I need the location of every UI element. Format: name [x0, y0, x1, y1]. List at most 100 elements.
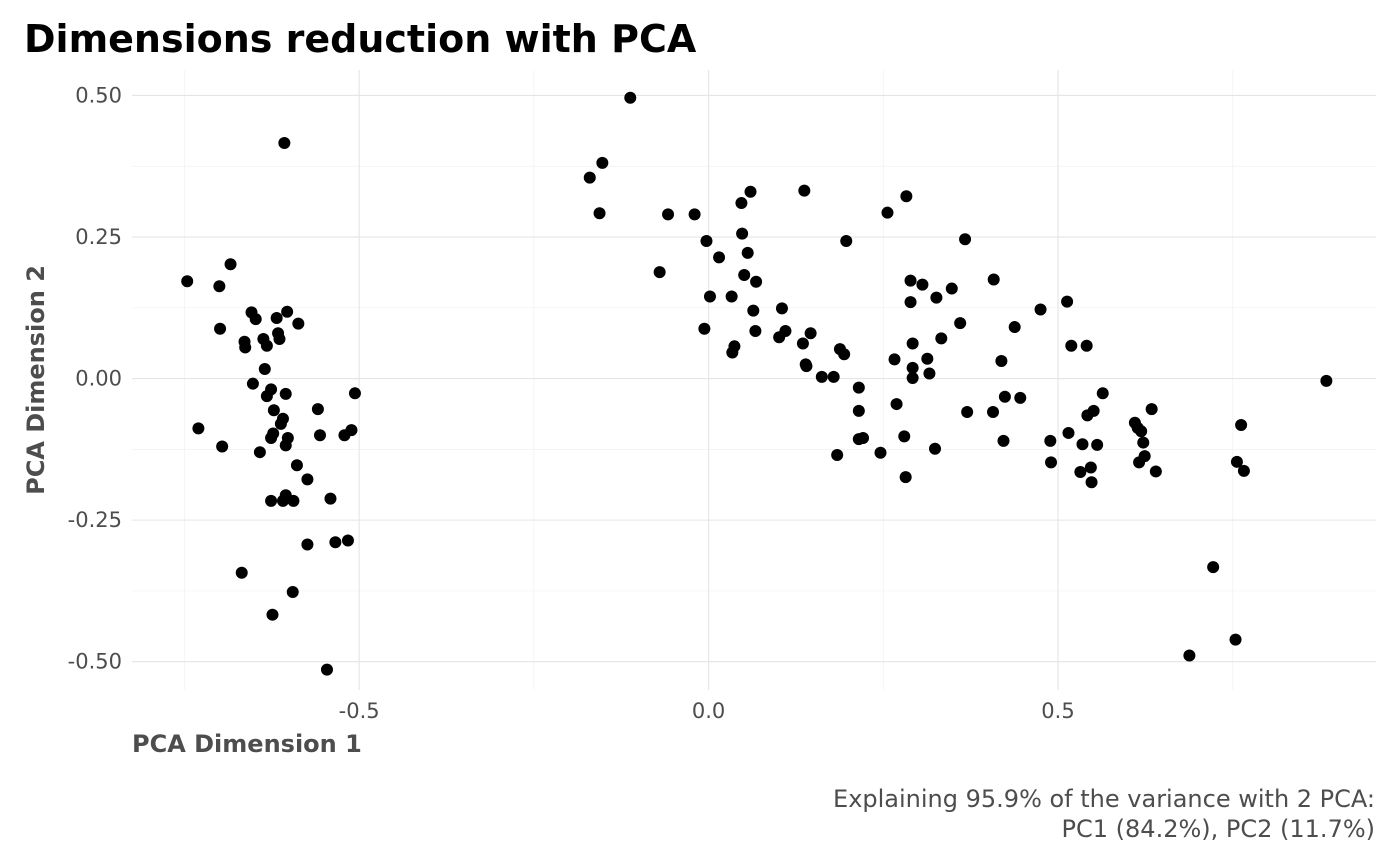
data-point: [1085, 476, 1098, 489]
data-point: [1061, 295, 1074, 308]
data-point: [840, 234, 853, 247]
data-point: [838, 348, 851, 361]
x-tick-label: 0.5: [1041, 699, 1074, 723]
data-point: [725, 290, 738, 303]
data-point: [1183, 649, 1196, 662]
data-point: [345, 424, 358, 437]
data-point: [906, 337, 919, 350]
caption-line-2: PC1 (84.2%), PC2 (11.7%): [1062, 815, 1375, 843]
data-point: [1091, 438, 1104, 451]
data-point: [1062, 426, 1075, 439]
data-point: [216, 440, 229, 453]
data-point: [224, 258, 237, 271]
data-point: [1065, 339, 1078, 352]
data-point: [593, 207, 606, 220]
data-point: [798, 184, 811, 197]
data-point: [775, 302, 788, 315]
y-axis-title: PCA Dimension 2: [22, 265, 50, 495]
y-tick-label: 0.50: [75, 83, 122, 107]
data-point: [749, 325, 762, 338]
data-point: [750, 275, 763, 288]
data-point: [1096, 387, 1109, 400]
data-point: [890, 398, 903, 411]
data-point: [961, 405, 974, 418]
x-tick-label: -0.5: [339, 699, 380, 723]
data-point: [735, 197, 748, 210]
data-point: [1087, 404, 1100, 417]
data-point: [329, 536, 342, 549]
data-point: [747, 304, 760, 317]
data-point: [857, 432, 870, 445]
data-point: [987, 405, 1000, 418]
data-point: [273, 332, 286, 345]
data-point: [898, 430, 911, 443]
data-point: [274, 417, 287, 430]
data-point: [1235, 419, 1248, 432]
data-point: [954, 317, 967, 330]
data-point: [888, 353, 901, 366]
data-point: [276, 494, 289, 507]
data-point: [1014, 391, 1027, 404]
data-point: [1080, 339, 1093, 352]
data-point: [921, 352, 934, 365]
data-point: [653, 266, 666, 279]
data-point: [583, 171, 596, 184]
data-point: [815, 370, 828, 383]
data-point: [995, 355, 1008, 368]
data-point: [265, 494, 278, 507]
data-point: [662, 208, 675, 221]
data-point: [1084, 461, 1097, 474]
y-tick-label: -0.25: [68, 508, 122, 532]
data-point: [1149, 465, 1162, 478]
data-point: [624, 91, 637, 104]
data-point: [279, 387, 292, 400]
data-point: [744, 185, 757, 198]
data-point: [235, 566, 248, 579]
data-point: [773, 331, 786, 344]
chart-title: Dimensions reduction with PCA: [24, 17, 697, 61]
data-point: [998, 390, 1011, 403]
data-point: [899, 471, 912, 484]
data-point: [738, 268, 751, 281]
data-point: [1137, 436, 1150, 449]
data-point: [292, 317, 305, 330]
data-point: [900, 190, 913, 203]
data-point: [698, 322, 711, 335]
data-point: [1320, 374, 1333, 387]
data-point: [945, 282, 958, 295]
data-point: [311, 403, 324, 416]
data-point: [253, 446, 266, 459]
y-tick-label: -0.50: [68, 650, 122, 674]
data-point: [930, 291, 943, 304]
data-point: [1045, 456, 1058, 469]
data-point: [246, 377, 259, 390]
data-point: [904, 296, 917, 309]
data-point: [1135, 425, 1148, 438]
plot-grid: [132, 70, 1376, 690]
data-point: [287, 494, 300, 507]
data-point: [852, 404, 865, 417]
data-point: [213, 280, 226, 293]
data-point: [267, 404, 280, 417]
data-point: [1076, 438, 1089, 451]
data-point: [1133, 456, 1146, 469]
data-point: [1008, 321, 1021, 334]
data-point: [688, 208, 701, 221]
x-tick-label: 0.0: [692, 699, 725, 723]
data-point: [301, 473, 314, 486]
data-point: [935, 332, 948, 345]
data-point: [341, 534, 354, 547]
x-axis-tick-labels: -0.5 0.0 0.5: [339, 699, 1075, 723]
data-point: [266, 608, 279, 621]
data-point: [906, 361, 919, 374]
data-point: [1229, 633, 1242, 646]
data-point: [700, 234, 713, 247]
data-point: [906, 372, 919, 385]
data-point: [1034, 303, 1047, 316]
data-point: [265, 432, 278, 445]
data-point: [923, 367, 936, 380]
data-point: [741, 246, 754, 259]
data-point: [313, 429, 326, 442]
data-point: [290, 459, 303, 472]
data-point: [258, 362, 271, 375]
